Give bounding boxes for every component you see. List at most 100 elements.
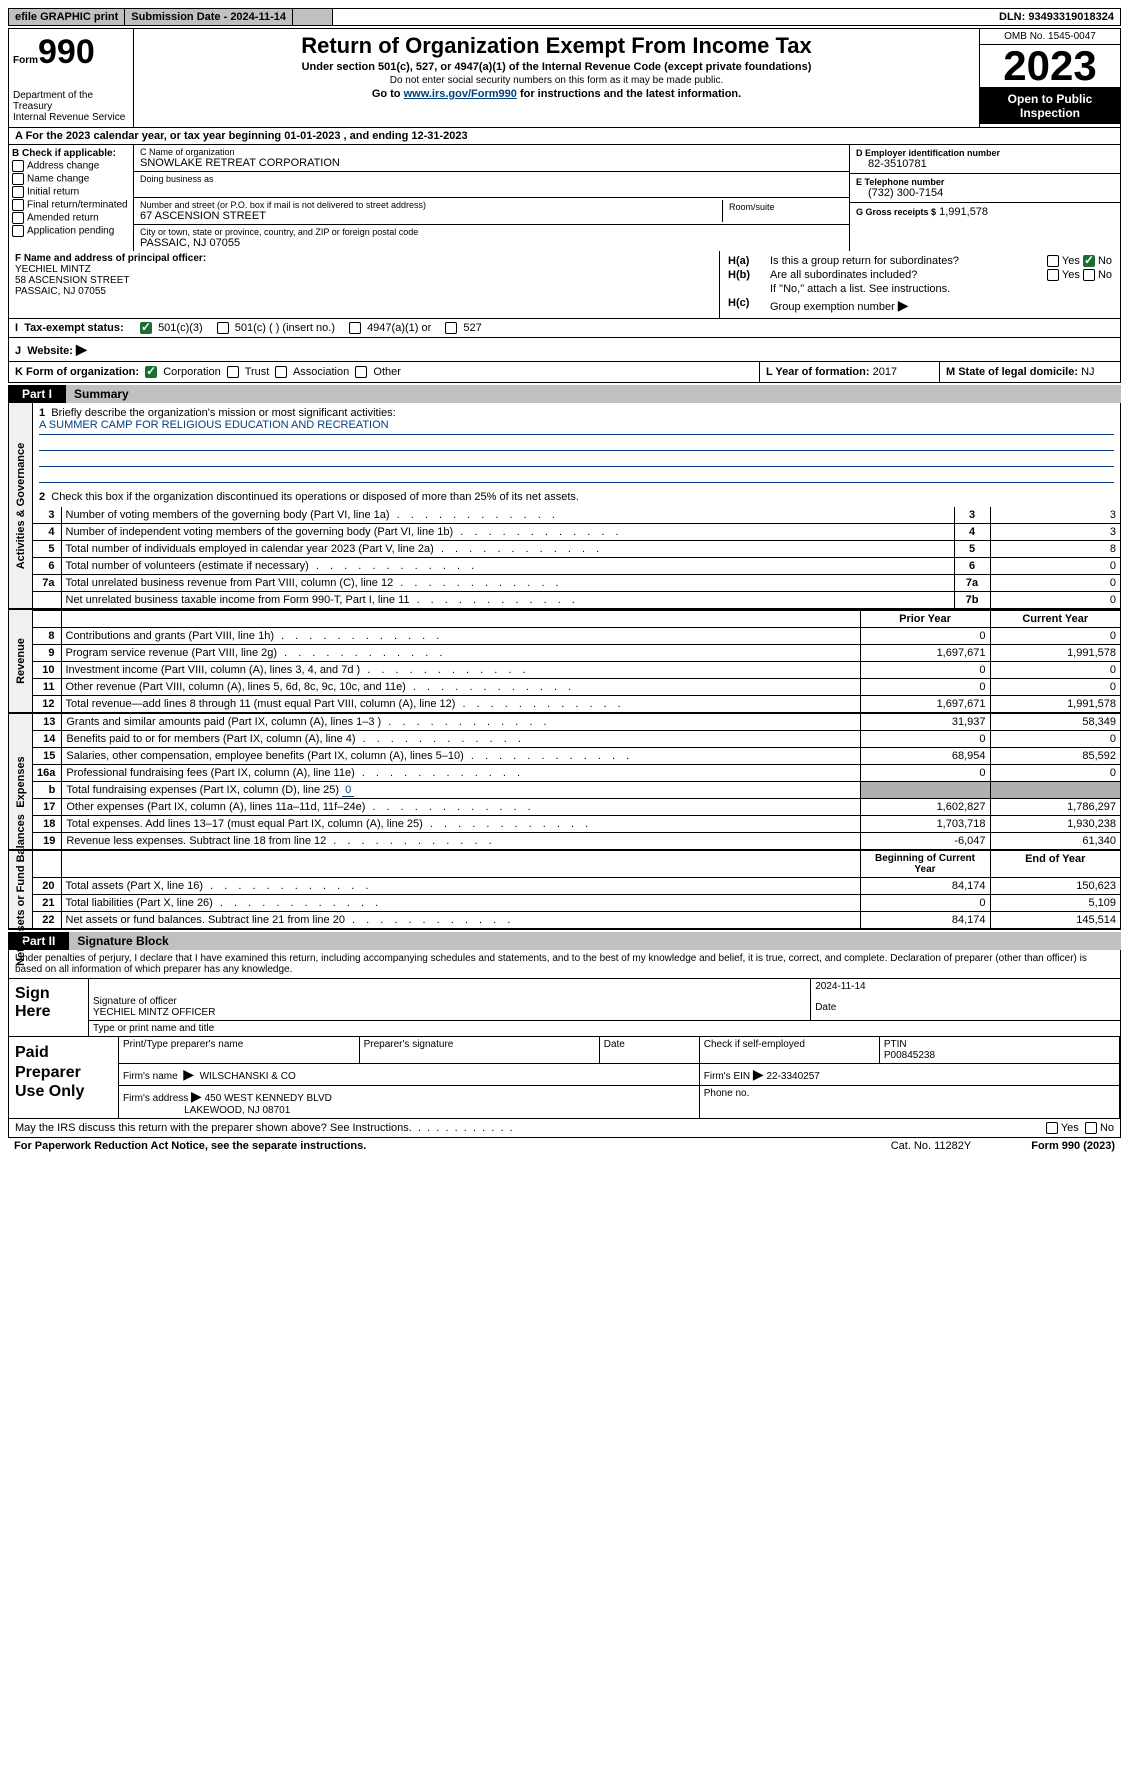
column-c: C Name of organization SNOWLAKE RETREAT …	[134, 145, 850, 251]
line-desc: Contributions and grants (Part VIII, lin…	[61, 628, 860, 645]
paid-preparer-label: Paid Preparer Use Only	[9, 1037, 119, 1118]
checkbox-initial-return[interactable]: Initial return	[12, 186, 130, 198]
line-num: 22	[33, 912, 61, 929]
open-public: Open to Public Inspection	[980, 88, 1120, 124]
assoc-checkbox[interactable]	[275, 366, 287, 378]
dept-label: Department of the Treasury	[13, 90, 129, 112]
paperwork-notice: For Paperwork Reduction Act Notice, see …	[14, 1140, 366, 1152]
other-checkbox[interactable]	[355, 366, 367, 378]
ha-label: H(a)	[728, 255, 768, 267]
main-info: B Check if applicable: Address change Na…	[8, 145, 1121, 251]
line-desc: Grants and similar amounts paid (Part IX…	[62, 714, 860, 731]
line-box: 7a	[954, 575, 990, 592]
part1-title: Summary	[66, 385, 1121, 403]
line-desc: Total number of volunteers (estimate if …	[61, 558, 954, 575]
line-num: 17	[33, 799, 62, 816]
discuss-row: May the IRS discuss this return with the…	[8, 1119, 1121, 1138]
line-desc: Total assets (Part X, line 16)	[61, 878, 860, 895]
ha-no-checkbox[interactable]	[1083, 255, 1095, 267]
firm-addr2: LAKEWOOD, NJ 08701	[184, 1105, 290, 1116]
ein-label: D Employer identification number	[856, 148, 1114, 158]
checkbox-address-change[interactable]: Address change	[12, 160, 130, 172]
officer-name: YECHIEL MINTZ	[15, 264, 713, 275]
line-desc: Other revenue (Part VIII, column (A), li…	[61, 679, 860, 696]
discuss-yes-checkbox[interactable]	[1046, 1122, 1058, 1134]
curr-val: 1,930,238	[990, 816, 1120, 833]
street: 67 ASCENSION STREET	[140, 210, 722, 222]
checkbox-amended[interactable]: Amended return	[12, 212, 130, 224]
line-val: 3	[990, 507, 1120, 524]
firm-addr-label: Firm's address	[123, 1093, 188, 1104]
city: PASSAIC, NJ 07055	[140, 237, 843, 249]
ptin: P00845238	[884, 1050, 935, 1061]
line-val: 0	[990, 558, 1120, 575]
form-label: Form	[13, 55, 38, 66]
efile-label[interactable]: efile GRAPHIC print	[9, 9, 125, 25]
curr-val: 1,991,578	[990, 645, 1120, 662]
line-num: 15	[33, 748, 62, 765]
governance-label: Activities & Governance	[9, 403, 33, 608]
ha-yes-checkbox[interactable]	[1047, 255, 1059, 267]
hb-no-checkbox[interactable]	[1083, 269, 1095, 281]
firm-ein: 22-3340257	[766, 1071, 819, 1082]
prep-name-label: Print/Type preparer's name	[119, 1037, 359, 1064]
firm-name-label: Firm's name	[123, 1071, 178, 1082]
tax-year: 2023	[980, 45, 1120, 88]
form990-link[interactable]: www.irs.gov/Form990	[404, 88, 517, 100]
line-num: 5	[33, 541, 61, 558]
year-formation-label: L Year of formation:	[766, 366, 870, 378]
state-domicile: NJ	[1081, 366, 1094, 378]
checkbox-app-pending[interactable]: Application pending	[12, 225, 130, 237]
sign-here-label: Sign Here	[9, 979, 89, 1036]
501c-checkbox[interactable]	[217, 322, 229, 334]
goto-line: Go to www.irs.gov/Form990 for instructio…	[142, 88, 971, 100]
officer-sig: YECHIEL MINTZ OFFICER	[93, 1007, 215, 1018]
line-val: 0	[990, 575, 1120, 592]
line-num: 9	[33, 645, 61, 662]
ha-text: Is this a group return for subordinates?	[770, 255, 1000, 267]
line-num: 18	[33, 816, 62, 833]
line-num: 11	[33, 679, 61, 696]
dba-label: Doing business as	[140, 174, 843, 184]
checkbox-name-change[interactable]: Name change	[12, 173, 130, 185]
hc-text: Group exemption number	[770, 301, 895, 313]
4947-checkbox[interactable]	[349, 322, 361, 334]
hb-note: If "No," attach a list. See instructions…	[770, 283, 1112, 295]
prior-val: 31,937	[860, 714, 990, 731]
revenue-table: Prior YearCurrent Year8Contributions and…	[33, 610, 1120, 712]
line-desc: Number of independent voting members of …	[61, 524, 954, 541]
hb-text: Are all subordinates included?	[770, 269, 1000, 281]
501c3-checkbox[interactable]	[140, 322, 152, 334]
hb-label: H(b)	[728, 269, 768, 281]
prior-val: 1,697,671	[860, 696, 990, 713]
527-checkbox[interactable]	[445, 322, 457, 334]
line-num: 19	[33, 833, 62, 850]
street-label: Number and street (or P.O. box if mail i…	[140, 200, 722, 210]
begin-val: 84,174	[860, 878, 990, 895]
curr-val: 0	[990, 662, 1120, 679]
line-desc: Total revenue—add lines 8 through 11 (mu…	[61, 696, 860, 713]
end-year-header: End of Year	[990, 851, 1120, 878]
column-h: H(a) Is this a group return for subordin…	[720, 251, 1120, 318]
line-box: 3	[954, 507, 990, 524]
netassets-table: Beginning of Current YearEnd of Year20To…	[33, 851, 1120, 928]
line-num: 13	[33, 714, 62, 731]
room-label: Room/suite	[729, 202, 837, 212]
self-emp-checkbox[interactable]: Check if self-employed	[704, 1039, 805, 1050]
line-desc: Net unrelated business taxable income fr…	[61, 592, 954, 609]
netassets-label: Net Assets or Fund Balances	[9, 851, 33, 928]
begin-year-header: Beginning of Current Year	[860, 851, 990, 878]
ssn-note: Do not enter social security numbers on …	[142, 75, 971, 86]
corp-checkbox[interactable]	[145, 366, 157, 378]
line-num	[33, 592, 61, 609]
line-val: 0	[990, 592, 1120, 609]
checkbox-final-return[interactable]: Final return/terminated	[12, 199, 130, 211]
line-desc: Other expenses (Part IX, column (A), lin…	[62, 799, 860, 816]
hb-yes-checkbox[interactable]	[1047, 269, 1059, 281]
line-num: 16a	[33, 765, 62, 782]
discuss-no-checkbox[interactable]	[1085, 1122, 1097, 1134]
curr-val: 0	[990, 679, 1120, 696]
trust-checkbox[interactable]	[227, 366, 239, 378]
begin-val: 0	[860, 895, 990, 912]
officer-street: 58 ASCENSION STREET	[15, 275, 713, 286]
